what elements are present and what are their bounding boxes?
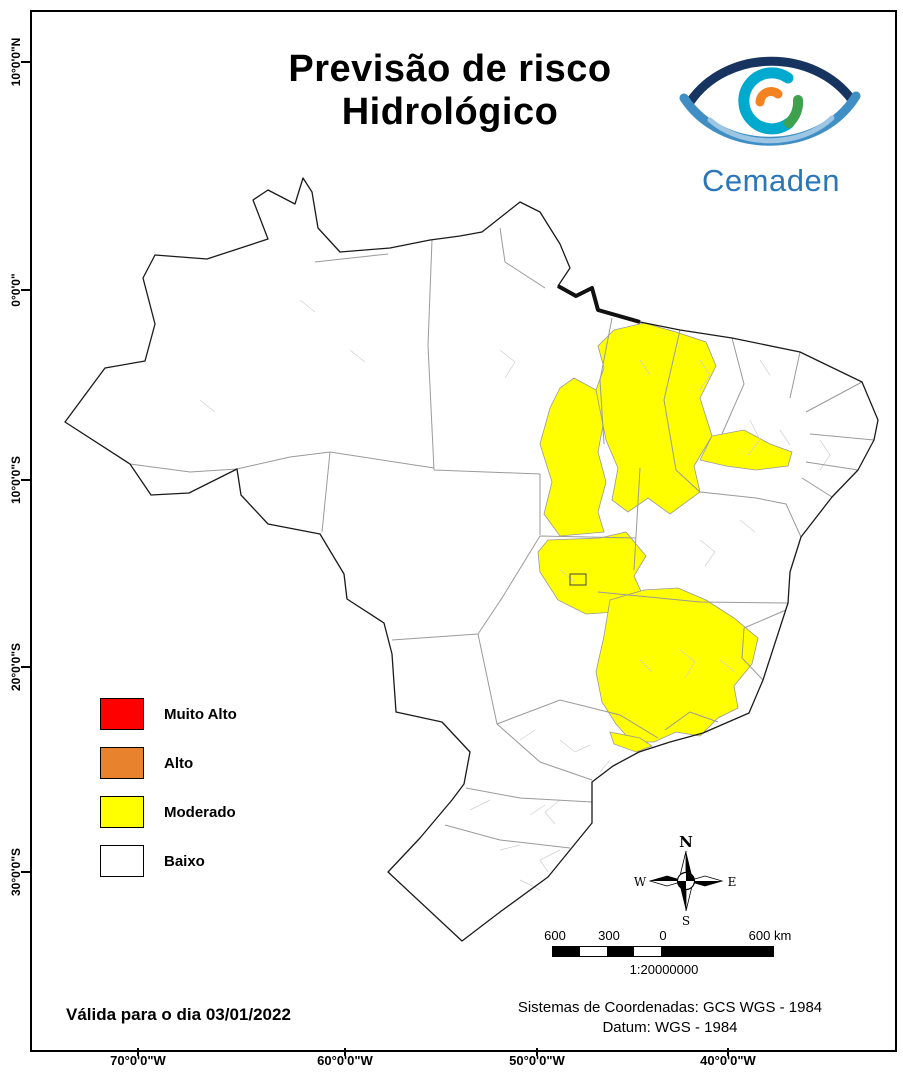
graticule-tick — [727, 1048, 729, 1056]
coordinate-system-line: Sistemas de Coordenadas: GCS WGS - 1984 — [517, 999, 823, 1016]
brazil-map — [64, 177, 879, 942]
scale-ratio: 1:20000000 — [629, 962, 699, 977]
legend-label-moderado: Moderado — [164, 803, 236, 821]
latitude-label: 20°0'0"S — [9, 642, 23, 692]
risk-region-maranhao-piaui — [595, 322, 717, 515]
longitude-label: 50°0'0"W — [509, 1053, 565, 1068]
graticule-tick — [21, 289, 30, 291]
risk-region-west-bahia — [699, 429, 793, 471]
state-boundaries — [129, 227, 875, 849]
risk-region-sp-rj-border — [609, 731, 653, 753]
risk-regions-moderate — [537, 322, 793, 753]
map-frame — [30, 10, 897, 1052]
legend-item-moderado: Moderado — [100, 796, 237, 828]
legend-swatch-muito-alto — [100, 698, 144, 730]
scale-segment — [661, 947, 773, 956]
cemaden-logo: Cemaden — [672, 40, 870, 199]
graticule-tick — [21, 871, 30, 873]
latitude-label: 10°0'0"N — [9, 37, 23, 87]
legend-item-alto: Alto — [100, 747, 237, 779]
graticule-tick — [21, 666, 30, 668]
legend-label-muito-alto: Muito Alto — [164, 705, 237, 723]
datum-line: Datum: WGS - 1984 — [602, 1019, 738, 1037]
risk-legend: Muito Alto Alto Moderado Baixo — [100, 698, 237, 894]
longitude-label: 40°0'0"W — [700, 1053, 756, 1068]
scale-segment — [634, 947, 661, 956]
graticule-tick — [137, 1048, 139, 1056]
scale-label: 0 — [659, 928, 667, 943]
country-outline — [64, 177, 879, 942]
compass-east-label: E — [728, 875, 737, 889]
graticule-tick — [21, 61, 30, 63]
scale-label: 600 km — [748, 928, 792, 943]
legend-label-baixo: Baixo — [164, 852, 205, 870]
legend-item-muito-alto: Muito Alto — [100, 698, 237, 730]
legend-swatch-moderado — [100, 796, 144, 828]
map-title-line2: Hidrológico — [341, 90, 559, 133]
graticule-tick — [21, 479, 30, 481]
compass-south-label: S — [682, 914, 690, 928]
coast-dense-segment — [557, 284, 641, 324]
risk-region-minas-gerais — [595, 587, 759, 743]
latitude-label: 10°0'0"S — [9, 455, 23, 505]
cemaden-wordmark: Cemaden — [702, 163, 840, 198]
graticule-tick — [536, 1048, 538, 1056]
scale-bar-segments — [552, 946, 774, 957]
latitude-label: 30°0'0"S — [9, 847, 23, 897]
legend-swatch-alto — [100, 747, 144, 779]
scale-label: 600 — [544, 928, 566, 943]
map-title-line1: Previsão de risco — [288, 48, 612, 90]
legend-label-alto: Alto — [164, 754, 194, 772]
scale-segment — [553, 947, 580, 956]
scale-segment — [607, 947, 634, 956]
compass-rose-icon: N E S W — [634, 833, 737, 928]
latitude-label: 0°0'0" — [9, 273, 23, 307]
coordinate-system-note: Sistemas de Coordenadas: GCS WGS - 1984 … — [470, 998, 870, 1039]
map-title: Previsão de risco Hidrológico — [170, 48, 730, 133]
federal-district-outline — [569, 573, 587, 586]
longitude-label: 60°0'0"W — [317, 1053, 373, 1068]
validity-text: Válida para o dia 03/01/2022 — [66, 1005, 291, 1024]
longitude-label: 70°0'0"W — [110, 1053, 166, 1068]
scale-segment — [580, 947, 607, 956]
municipal-boundaries — [199, 299, 831, 891]
compass-west-label: W — [634, 875, 647, 889]
legend-swatch-baixo — [100, 845, 144, 877]
legend-item-baixo: Baixo — [100, 845, 237, 877]
scale-label: 300 — [598, 928, 620, 943]
graticule-tick — [344, 1048, 346, 1056]
cemaden-eye-icon — [679, 56, 861, 146]
compass-north-label: N — [679, 833, 693, 851]
